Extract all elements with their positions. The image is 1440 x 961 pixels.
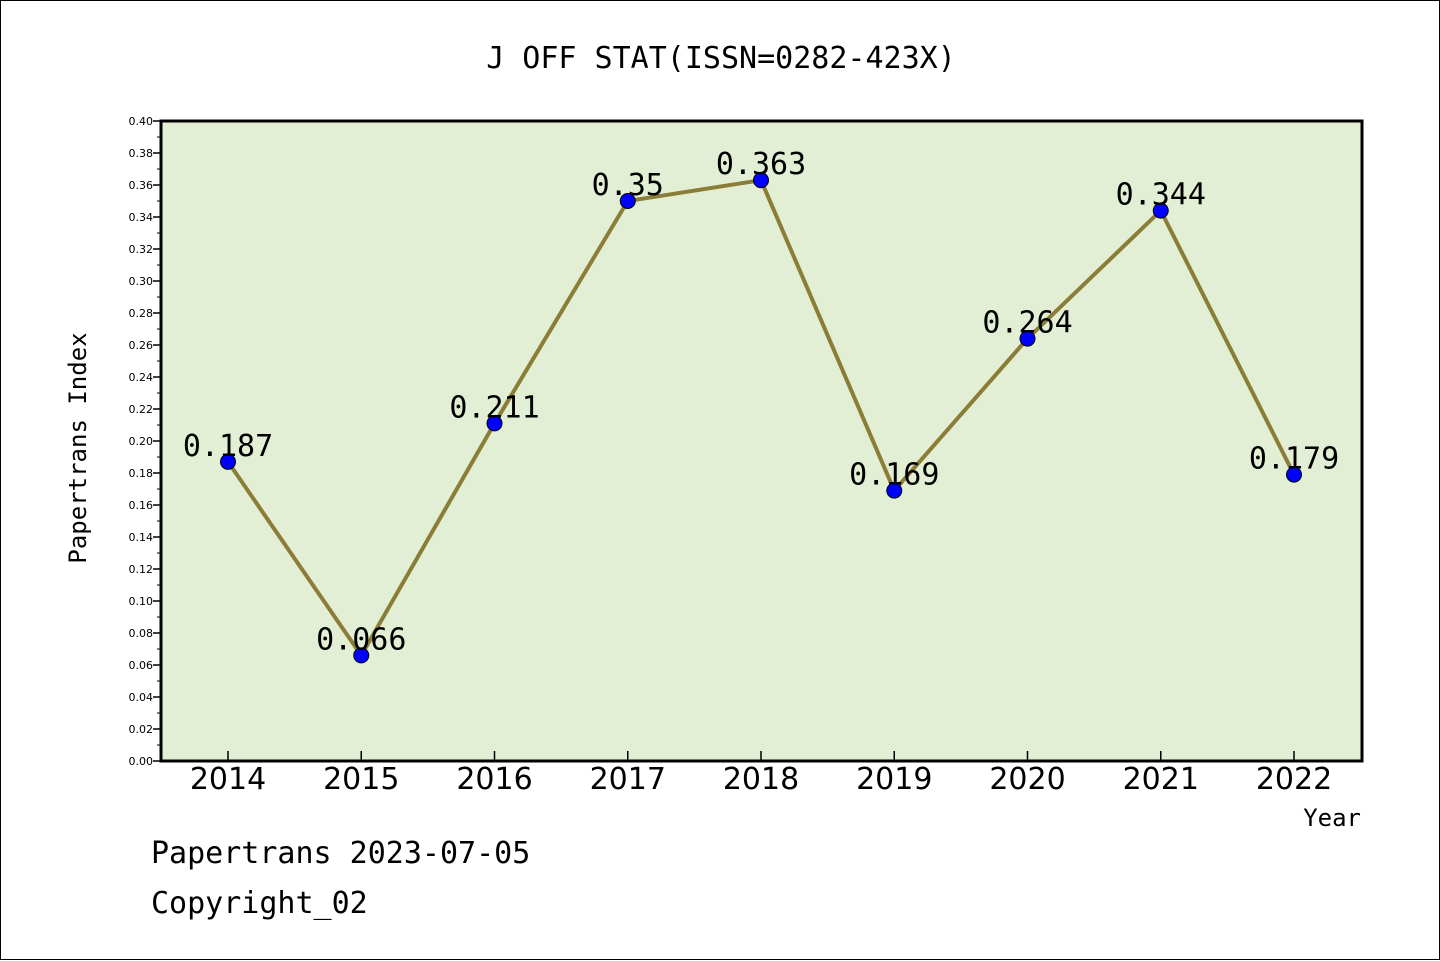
data-point-marker [1152, 202, 1169, 219]
data-label: 0.187 [183, 429, 273, 464]
y-tick-label: 0.12 [129, 563, 154, 576]
y-tick-label: 0.18 [129, 467, 154, 480]
y-tick-label: 0.32 [129, 243, 154, 256]
footer-date: Papertrans 2023-07-05 [151, 836, 531, 871]
x-tick-label: 2014 [190, 762, 266, 797]
x-axis-label: Year [1303, 804, 1361, 832]
data-point-marker [886, 482, 903, 499]
y-tick-label: 0.34 [129, 211, 154, 224]
x-tick-label: 2019 [856, 762, 932, 797]
data-label: 0.066 [316, 622, 406, 657]
data-label: 0.344 [1116, 178, 1206, 213]
data-point-marker [486, 415, 503, 432]
footer-copyright: Copyright_02 [151, 886, 368, 921]
y-axis-label: Papertrans Index [64, 332, 92, 563]
x-tick-label: 2016 [456, 762, 532, 797]
x-axis: 2014 2015 2016 2017 2018 2019 2020 2021 2022 [190, 751, 1332, 797]
data-point-marker [619, 193, 636, 209]
data-point-marker [1286, 466, 1302, 483]
y-tick-label: 0.30 [129, 275, 154, 288]
data-label: 0.264 [982, 306, 1072, 341]
data-point-marker [353, 647, 370, 664]
y-tick-label: 0.28 [129, 307, 154, 320]
data-label: 0.179 [1249, 442, 1339, 477]
data-label-group: 0.187 0.066 0.211 0.35 0.363 0.169 0.264 0.344 0… [183, 147, 1339, 657]
y-tick-label: 0.10 [129, 595, 154, 608]
x-tick-label: 2020 [989, 762, 1065, 797]
x-tick-label: 2017 [590, 762, 666, 797]
data-label: 0.211 [449, 390, 539, 425]
plot-area [159, 119, 1364, 763]
chart-title: J OFF STAT(ISSN=0282-423X) [486, 41, 956, 76]
data-label: 0.169 [849, 458, 939, 493]
data-label: 0.35 [592, 168, 664, 203]
y-tick-label: 0.06 [129, 659, 154, 672]
y-axis: 0.00 0.02 0.04 0.06 0.08 0.10 0.12 0.14 0.16 0.18… [129, 115, 161, 768]
marker-group [220, 172, 1302, 664]
y-tick-label: 0.38 [129, 147, 154, 160]
y-tick-label: 0.22 [129, 403, 154, 416]
y-tick-label: 0.08 [129, 627, 154, 640]
y-tick-label: 0.24 [129, 371, 154, 384]
x-tick-label: 2018 [723, 762, 799, 797]
y-tick-label: 0.26 [129, 339, 154, 352]
data-label: 0.363 [716, 147, 806, 182]
data-point-marker [753, 172, 769, 189]
y-tick-label: 0.00 [129, 755, 154, 768]
y-tick-label: 0.20 [129, 435, 154, 448]
y-tick-label: 0.40 [129, 115, 154, 128]
x-tick-label: 2022 [1256, 762, 1332, 797]
y-tick-label: 0.14 [129, 531, 154, 544]
data-point-marker [220, 453, 236, 470]
y-tick-label: 0.16 [129, 499, 154, 512]
x-tick-label: 2015 [323, 762, 399, 797]
y-tick-label: 0.04 [129, 691, 154, 704]
x-tick-label: 2021 [1123, 762, 1199, 797]
y-tick-label: 0.02 [129, 723, 154, 736]
y-tick-label: 0.36 [129, 179, 154, 192]
data-point-marker [1019, 330, 1036, 347]
